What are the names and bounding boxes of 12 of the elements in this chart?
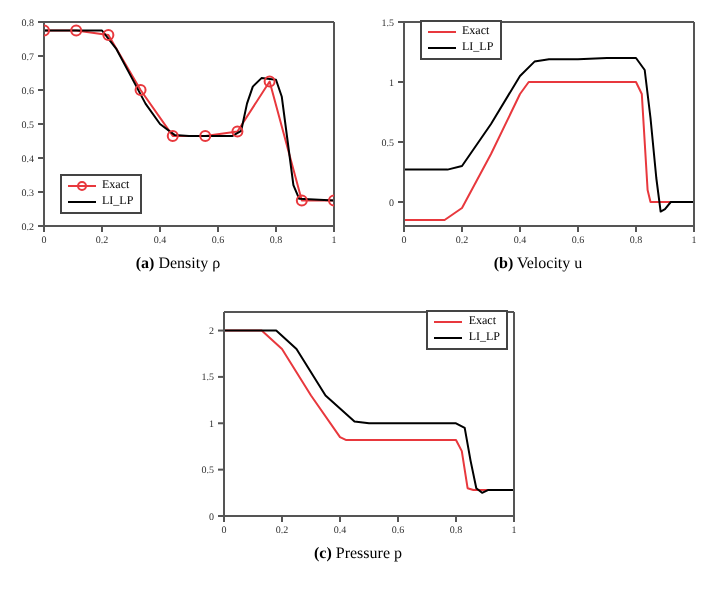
text: (b) Velocity u (491, 254, 585, 272)
text: (c) Pressure p (312, 544, 404, 562)
point (295, 194, 308, 207)
point (102, 28, 115, 41)
point (134, 84, 147, 96)
point (166, 129, 179, 142)
text: (a) Density ρ (133, 254, 223, 272)
point (199, 129, 212, 142)
point (70, 24, 83, 37)
point (231, 125, 244, 138)
point (263, 75, 276, 88)
line-series (404, 57, 694, 213)
